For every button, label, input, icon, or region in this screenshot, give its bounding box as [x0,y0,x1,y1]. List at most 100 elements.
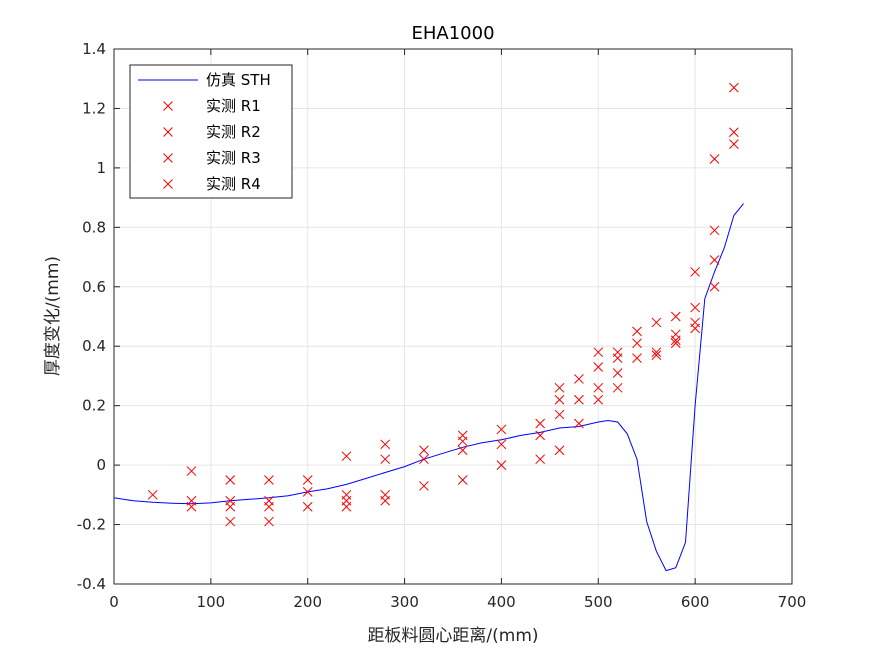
series-r3 [186,139,739,512]
data-point-r1 [729,82,739,93]
data-point-r2 [729,127,739,138]
data-point-r1 [147,489,158,500]
series-layer [113,82,744,572]
data-point-r1 [535,418,546,429]
data-point-r4 [612,382,623,393]
data-point-r4 [690,323,700,334]
x-tick-label: 500 [584,593,613,611]
y-tick-label: 1 [96,159,106,177]
data-point-r3 [709,255,720,265]
series-r4 [225,281,720,527]
data-point-r2 [554,394,565,405]
data-point-r2 [574,394,584,405]
x-tick-label: 300 [390,593,419,611]
data-point-r3 [670,335,681,346]
data-point-r1 [419,445,429,456]
x-tick-label: 700 [778,593,807,611]
ticks: 0 100 200 300 400 500 600 700 -0.4 -0.2 0 0.2 0.4 0.6… [77,40,807,611]
data-point-r2 [593,362,604,372]
data-point-r2 [651,347,662,358]
x-tick-label: 200 [293,593,322,611]
x-axis-label: 距板料圆心距离/(mm) [367,626,538,646]
y-tick-label: 0 [96,456,106,474]
data-point-r2 [709,225,720,236]
data-point-r1 [554,382,565,393]
data-point-r3 [729,139,739,149]
legend-label: 实测 R4 [206,175,261,193]
data-point-r2 [302,487,313,497]
data-point-r4 [225,516,236,527]
legend-label: 实测 R2 [206,123,261,141]
y-tick-label: 0.6 [82,278,106,296]
x-tick-label: 0 [109,593,119,611]
data-point-r4 [709,281,720,292]
data-point-r3 [651,350,662,360]
series-r2 [186,127,739,506]
data-point-r1 [302,475,313,485]
data-point-r1 [574,374,584,384]
data-point-r3 [612,368,623,378]
data-point-r3 [302,501,313,512]
data-point-r3 [264,501,274,512]
data-point-r1 [380,439,391,450]
data-point-r2 [457,436,468,447]
data-point-r3 [496,460,507,470]
data-point-r4 [380,454,391,465]
data-point-r2 [535,430,546,441]
data-point-r3 [419,481,429,491]
data-point-r2 [496,439,507,450]
data-point-r1 [709,154,720,164]
y-tick-label: 0.2 [82,397,106,415]
legend-marker-swatch [163,179,173,189]
data-point-r1 [670,311,681,322]
data-point-r1 [651,317,662,328]
legend-marker-swatch [163,101,173,111]
x-tick-label: 400 [487,593,516,611]
data-point-r1 [186,466,197,476]
data-point-r1 [632,326,642,337]
y-axis-label: 厚度变化/(mm) [43,256,63,376]
data-point-r4 [264,516,274,527]
y-tick-label: 0.8 [82,218,106,236]
legend-label: 实测 R1 [206,97,261,115]
data-point-r1 [593,347,604,358]
data-point-r3 [535,454,546,465]
data-point-r2 [690,302,700,313]
data-point-r4 [554,445,565,456]
y-tick-label: 1.2 [82,99,106,117]
data-point-r3 [574,418,584,429]
legend-label: 实测 R3 [206,149,261,167]
data-point-r3 [554,409,565,420]
data-point-r3 [225,501,236,512]
data-point-r1 [341,451,352,462]
data-point-r4 [457,475,468,485]
data-point-r3 [457,445,468,456]
data-point-r2 [612,353,623,363]
data-point-r1 [690,267,700,277]
data-point-r3 [593,382,604,393]
x-tick-label: 600 [681,593,710,611]
data-point-r4 [341,501,352,512]
chart-title: EHA1000 [411,23,494,44]
data-point-r1 [496,424,507,435]
legend-box [129,64,293,199]
data-point-r4 [593,394,604,405]
plot-frame [113,48,793,585]
legend-label: 仿真 STH [206,71,271,89]
legend: 仿真 STH 实测 R1 实测 R2 实测 R3 实测 R4 [129,64,293,199]
data-point-r2 [632,338,642,349]
y-tick-label: -0.2 [77,516,106,534]
y-tick-label: -0.4 [77,575,106,593]
data-point-r3 [380,495,391,506]
y-tick-label: 0.4 [82,337,106,355]
data-point-r1 [264,475,274,485]
data-point-r1 [225,475,236,485]
data-point-r3 [632,353,642,363]
y-tick-label: 1.4 [82,40,106,58]
legend-marker-swatch [163,153,173,163]
series-line-sth [113,203,744,572]
data-point-r2 [419,454,429,465]
data-point-r3 [186,501,197,512]
data-point-r4 [670,338,681,349]
